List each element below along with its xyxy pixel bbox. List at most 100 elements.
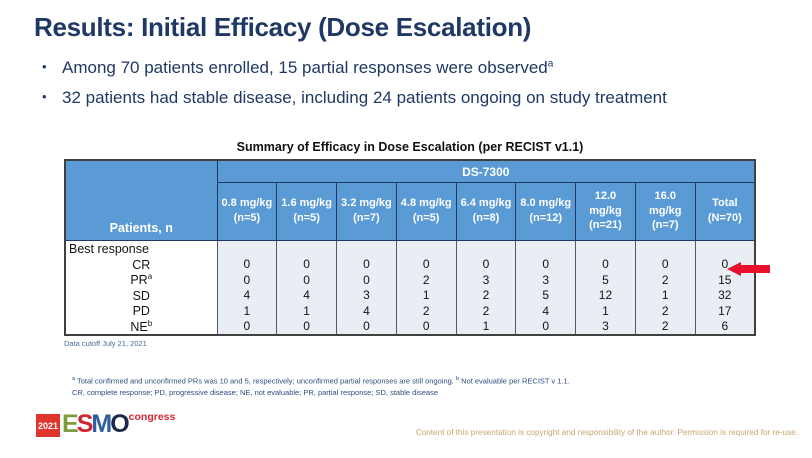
esmo-congress-logo: 2021 E S M O congress xyxy=(36,410,175,442)
footnote-sup-b: b xyxy=(455,376,460,382)
arrow-shaft xyxy=(739,265,770,273)
table-row: Best response xyxy=(64,240,756,257)
table-cell: 6 xyxy=(694,318,756,335)
bullet-superscript: a xyxy=(547,58,554,70)
row-label: NEb xyxy=(64,318,218,335)
arrow-head xyxy=(727,262,741,276)
column-header: 8.0 mg/kg (n=12) xyxy=(515,182,577,241)
table-row: PD 1 1 4 2 2 4 1 2 17 xyxy=(64,303,756,319)
table-cell: 1 xyxy=(276,303,338,319)
table-cell: 0 xyxy=(336,318,397,335)
table-cell: 0 xyxy=(276,256,338,272)
dose-label: 0.8 mg/kg xyxy=(221,197,273,210)
logo-letter: S xyxy=(76,410,94,438)
table-cell-empty xyxy=(336,240,397,257)
esmo-letters: E S M O xyxy=(62,410,130,438)
dose-label: 1.6 mg/kg xyxy=(281,197,333,210)
row-label-text: NE xyxy=(130,319,148,334)
column-header: 6.4 mg/kg (n=8) xyxy=(455,182,517,241)
efficacy-table-block: Summary of Efficacy in Dose Escalation (… xyxy=(64,140,756,348)
table-cell: 1 xyxy=(575,303,636,319)
bullet-item: Among 70 patients enrolled, 15 partial r… xyxy=(38,58,667,78)
dose-label: 8.0 mg/kg xyxy=(520,197,572,210)
column-header: 12.0 mg/kg (n=21) xyxy=(575,182,636,241)
table-cell: 1 xyxy=(455,318,517,335)
table-cell: 2 xyxy=(455,287,517,303)
row-label: CR xyxy=(64,256,218,272)
section-row-label: Best response xyxy=(64,240,218,257)
dose-label: 6.4 mg/kg xyxy=(460,197,512,210)
table-cell: 0 xyxy=(515,256,577,272)
table-cell-empty xyxy=(455,240,517,257)
table-cell: 0 xyxy=(276,318,338,335)
row-label-text: PD xyxy=(132,304,150,319)
table-row: SD 4 4 3 1 2 5 12 1 32 xyxy=(64,287,756,303)
logo-letter: O xyxy=(110,410,130,438)
n-label: (n=12) xyxy=(529,212,563,224)
table-cell: 3 xyxy=(515,272,577,288)
table-row: 0.8 mg/kg (n=5) 1.6 mg/kg (n=5) 3.2 mg/kg (… xyxy=(65,182,756,241)
table-cell: 0 xyxy=(336,256,397,272)
n-label: (n=7) xyxy=(651,219,679,232)
column-header: 4.8 mg/kg (n=5) xyxy=(395,182,457,241)
table-cell: 3 xyxy=(336,287,397,303)
table-cell: 2 xyxy=(395,272,457,288)
row-label-text: CR xyxy=(132,257,151,272)
table-cell: 1 xyxy=(216,303,278,319)
table-cell: 2 xyxy=(395,303,457,319)
table-cell: 2 xyxy=(634,318,696,335)
table-cell: 0 xyxy=(336,272,397,288)
table-cell: 32 xyxy=(694,287,756,303)
bullet-list: Among 70 patients enrolled, 15 partial r… xyxy=(38,58,667,118)
table-cell: 0 xyxy=(395,318,457,335)
table-cell: 0 xyxy=(216,318,278,335)
table-cell: 0 xyxy=(575,256,636,272)
table-title: Summary of Efficacy in Dose Escalation (… xyxy=(236,140,584,154)
table-cell: 2 xyxy=(634,303,696,319)
row-label: PD xyxy=(64,303,218,319)
table-cell: 1 xyxy=(395,287,457,303)
table-row: PRa 0 0 0 2 3 3 5 2 15 xyxy=(64,272,756,288)
n-label: (n=5) xyxy=(412,212,440,224)
table-cell: 3 xyxy=(455,272,517,288)
n-label: (n=8) xyxy=(472,212,500,224)
table-cell: 0 xyxy=(216,256,278,272)
table-cell: 0 xyxy=(276,272,338,288)
table-cell-empty xyxy=(276,240,338,257)
row-label-sup: a xyxy=(147,272,153,282)
table-header: Patients, n DS-7300 0.8 mg/kg (n=5) 1.6 m… xyxy=(64,159,756,241)
dose-label: Total xyxy=(712,197,738,210)
table-cell: 0 xyxy=(515,318,577,335)
table-cell: 0 xyxy=(216,272,278,288)
corner-header: Patients, n xyxy=(64,159,218,241)
bullet-text: Among 70 patients enrolled, 15 partial r… xyxy=(62,58,548,77)
table-cell: 3 xyxy=(575,318,636,335)
table-cell: 5 xyxy=(515,287,577,303)
table-cell-empty xyxy=(395,240,457,257)
dose-label: 4.8 mg/kg xyxy=(400,197,452,210)
table-cell: 4 xyxy=(515,303,577,319)
column-header: 1.6 mg/kg (n=5) xyxy=(276,182,338,241)
page-title: Results: Initial Efficacy (Dose Escalati… xyxy=(34,12,532,42)
data-cutoff-note: Data cutoff July 21, 2021 xyxy=(64,339,147,348)
footnote-text-a: Total confirmed and unconfirmed PRs was … xyxy=(75,376,456,386)
column-header: 3.2 mg/kg (n=7) xyxy=(336,182,397,241)
table-cell-empty xyxy=(575,240,636,257)
footnote-line: CR, complete response; PD, progressive d… xyxy=(72,387,439,397)
logo-letter: E xyxy=(62,410,79,438)
efficacy-table: Patients, n DS-7300 0.8 mg/kg (n=5) 1.6 m… xyxy=(64,159,756,336)
n-label: (n=5) xyxy=(233,212,261,224)
table-cell: 2 xyxy=(455,303,517,319)
logo-year-badge: 2021 xyxy=(36,414,60,437)
row-label-text: SD xyxy=(132,288,150,303)
n-label: (n=7) xyxy=(353,212,380,224)
table-row: Patients, n DS-7300 xyxy=(64,159,756,241)
footnote-text-b: Not evaluable per RECIST v 1.1. xyxy=(459,376,570,386)
group-header: DS-7300 xyxy=(216,159,756,183)
table-cell: 1 xyxy=(634,287,696,303)
column-header: 16.0 mg/kg (n=7) xyxy=(634,182,696,241)
row-label: SD xyxy=(64,287,218,303)
bullet-item: 32 patients had stable disease, includin… xyxy=(38,88,667,108)
